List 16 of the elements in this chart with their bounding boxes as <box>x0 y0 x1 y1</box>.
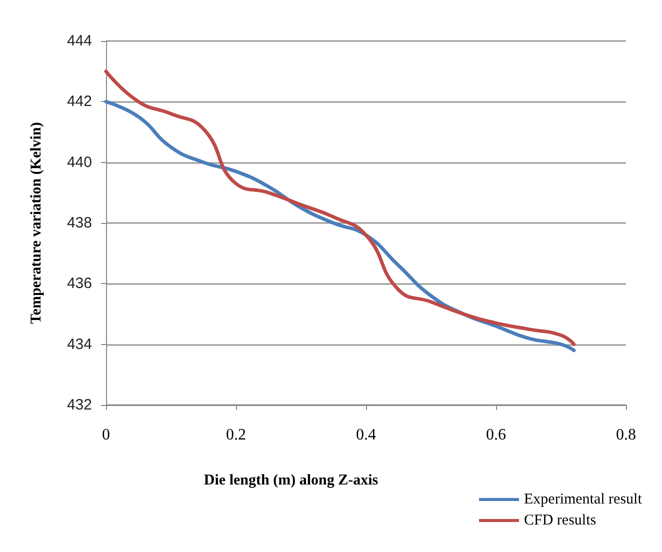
y-axis-title: Temperature variation (Kelvin) <box>28 122 44 324</box>
y-tick-label: 442 <box>66 93 92 110</box>
y-tick-label: 444 <box>66 32 92 50</box>
x-tick-label: 0 <box>102 426 110 444</box>
x-axis-title: Die length (m) along Z-axis <box>204 472 378 488</box>
y-tick-label: 440 <box>66 154 92 171</box>
x-tick-label: 0.4 <box>356 426 376 444</box>
legend-label: CFD results <box>524 512 596 528</box>
x-tick-label: 0.6 <box>486 426 506 444</box>
legend-label: Experimental result <box>524 492 643 508</box>
x-tick-label: 0.2 <box>226 426 246 444</box>
x-tick-label: 0.8 <box>616 426 636 444</box>
y-tick-label: 436 <box>66 275 92 292</box>
y-tick-label: 438 <box>66 214 92 232</box>
y-tick-label: 432 <box>66 396 92 414</box>
y-tick-label: 434 <box>66 336 92 353</box>
